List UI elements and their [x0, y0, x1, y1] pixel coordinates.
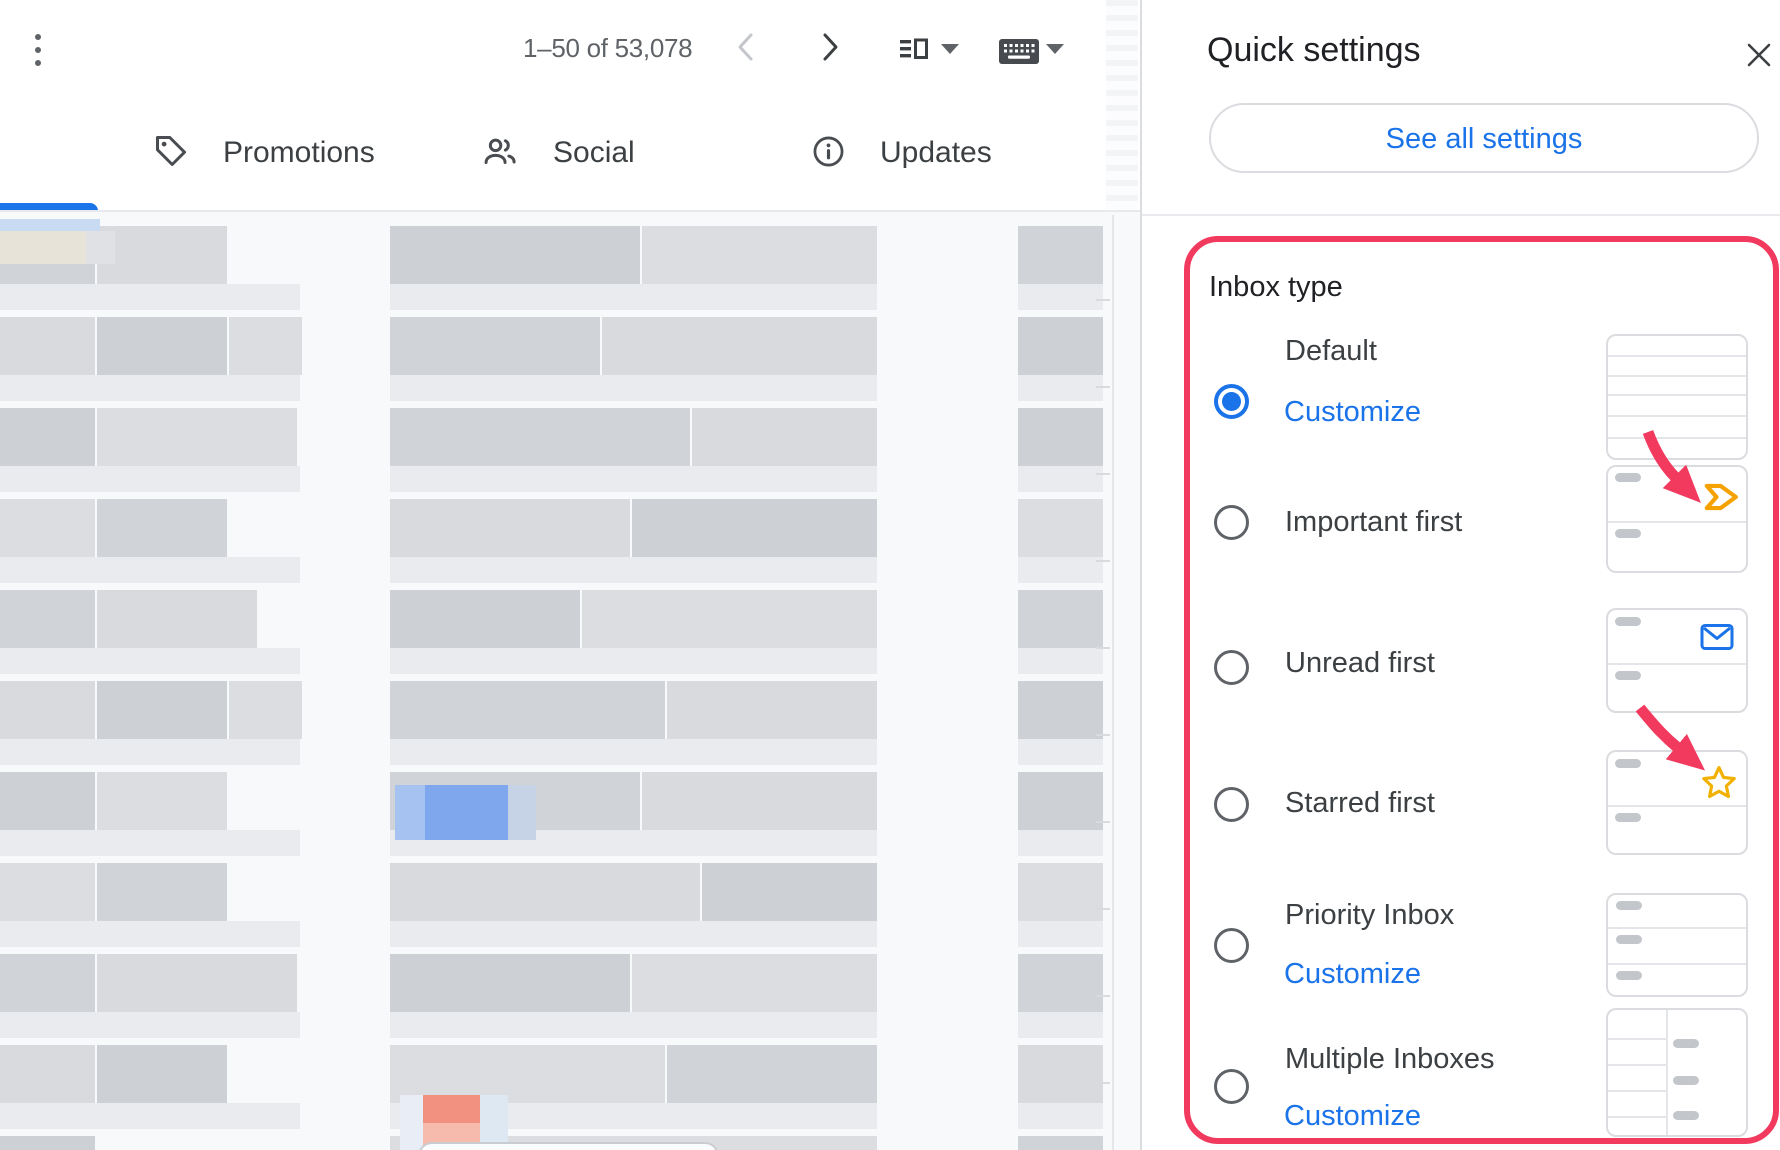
panel-divider [1142, 214, 1780, 216]
radio-unread-first[interactable] [1214, 650, 1249, 685]
option-label-multiple-inboxes[interactable]: Multiple Inboxes [1285, 1043, 1495, 1075]
tab-social[interactable]: Social [553, 136, 635, 169]
close-icon[interactable] [1744, 40, 1774, 70]
radio-starred-first[interactable] [1214, 787, 1249, 822]
importance-marker-icon [1704, 483, 1738, 511]
quick-settings-panel: Quick settings See all settings Inbox ty… [1140, 0, 1780, 1150]
thumbnail-multiple-inboxes[interactable] [1606, 1008, 1748, 1137]
dropdown-caret-icon[interactable] [1046, 44, 1064, 54]
tabs-divider [0, 210, 1140, 212]
option-label-important-first[interactable]: Important first [1285, 506, 1463, 538]
radio-default[interactable] [1214, 384, 1249, 419]
chevron-right-icon[interactable] [812, 30, 846, 64]
radio-multiple-inboxes[interactable] [1214, 1069, 1249, 1104]
radio-important-first[interactable] [1214, 505, 1249, 540]
unread-envelope-icon [1700, 624, 1734, 650]
see-all-settings-button[interactable]: See all settings [1209, 103, 1759, 173]
active-tab-indicator [0, 203, 98, 211]
thumbnail-unread-first[interactable] [1606, 608, 1748, 713]
customize-link-priority[interactable]: Customize [1284, 958, 1421, 990]
panel-title: Quick settings [1207, 31, 1421, 69]
customize-link-default[interactable]: Customize [1284, 396, 1421, 428]
option-label-default[interactable]: Default [1285, 335, 1377, 367]
arrow-to-star [1635, 704, 1706, 771]
mail-header-background [0, 0, 1140, 212]
split-view-icon[interactable] [899, 36, 929, 62]
thumbnail-starred-first[interactable] [1606, 750, 1748, 855]
blurred-background-pattern [1106, 0, 1138, 210]
radio-priority-inbox[interactable] [1214, 928, 1249, 963]
thumbnail-important-first[interactable] [1606, 465, 1748, 573]
tab-updates[interactable]: Updates [880, 136, 992, 169]
tag-icon [153, 133, 189, 169]
more-options-kebab-icon[interactable] [30, 27, 46, 66]
thumbnail-default-list[interactable] [1606, 334, 1748, 460]
list-edge-line [1112, 215, 1114, 1150]
tab-promotions[interactable]: Promotions [223, 136, 375, 169]
option-label-priority-inbox[interactable]: Priority Inbox [1285, 899, 1455, 931]
people-icon [481, 133, 519, 171]
info-icon [811, 134, 846, 169]
keyboard-icon[interactable] [999, 39, 1039, 64]
mail-list-pane: 1–50 of 53,078 Promotions [0, 0, 1140, 1150]
hover-card-edge [418, 1142, 719, 1150]
option-label-unread-first[interactable]: Unread first [1285, 647, 1435, 679]
inbox-type-label: Inbox type [1209, 271, 1343, 303]
star-icon [1702, 766, 1736, 799]
dropdown-caret-icon[interactable] [941, 44, 959, 54]
pagination-count: 1–50 of 53,078 [523, 33, 693, 63]
chevron-left-icon[interactable] [730, 30, 764, 64]
option-label-starred-first[interactable]: Starred first [1285, 787, 1435, 819]
customize-link-multiple[interactable]: Customize [1284, 1100, 1421, 1132]
thumbnail-priority-inbox[interactable] [1606, 893, 1748, 997]
